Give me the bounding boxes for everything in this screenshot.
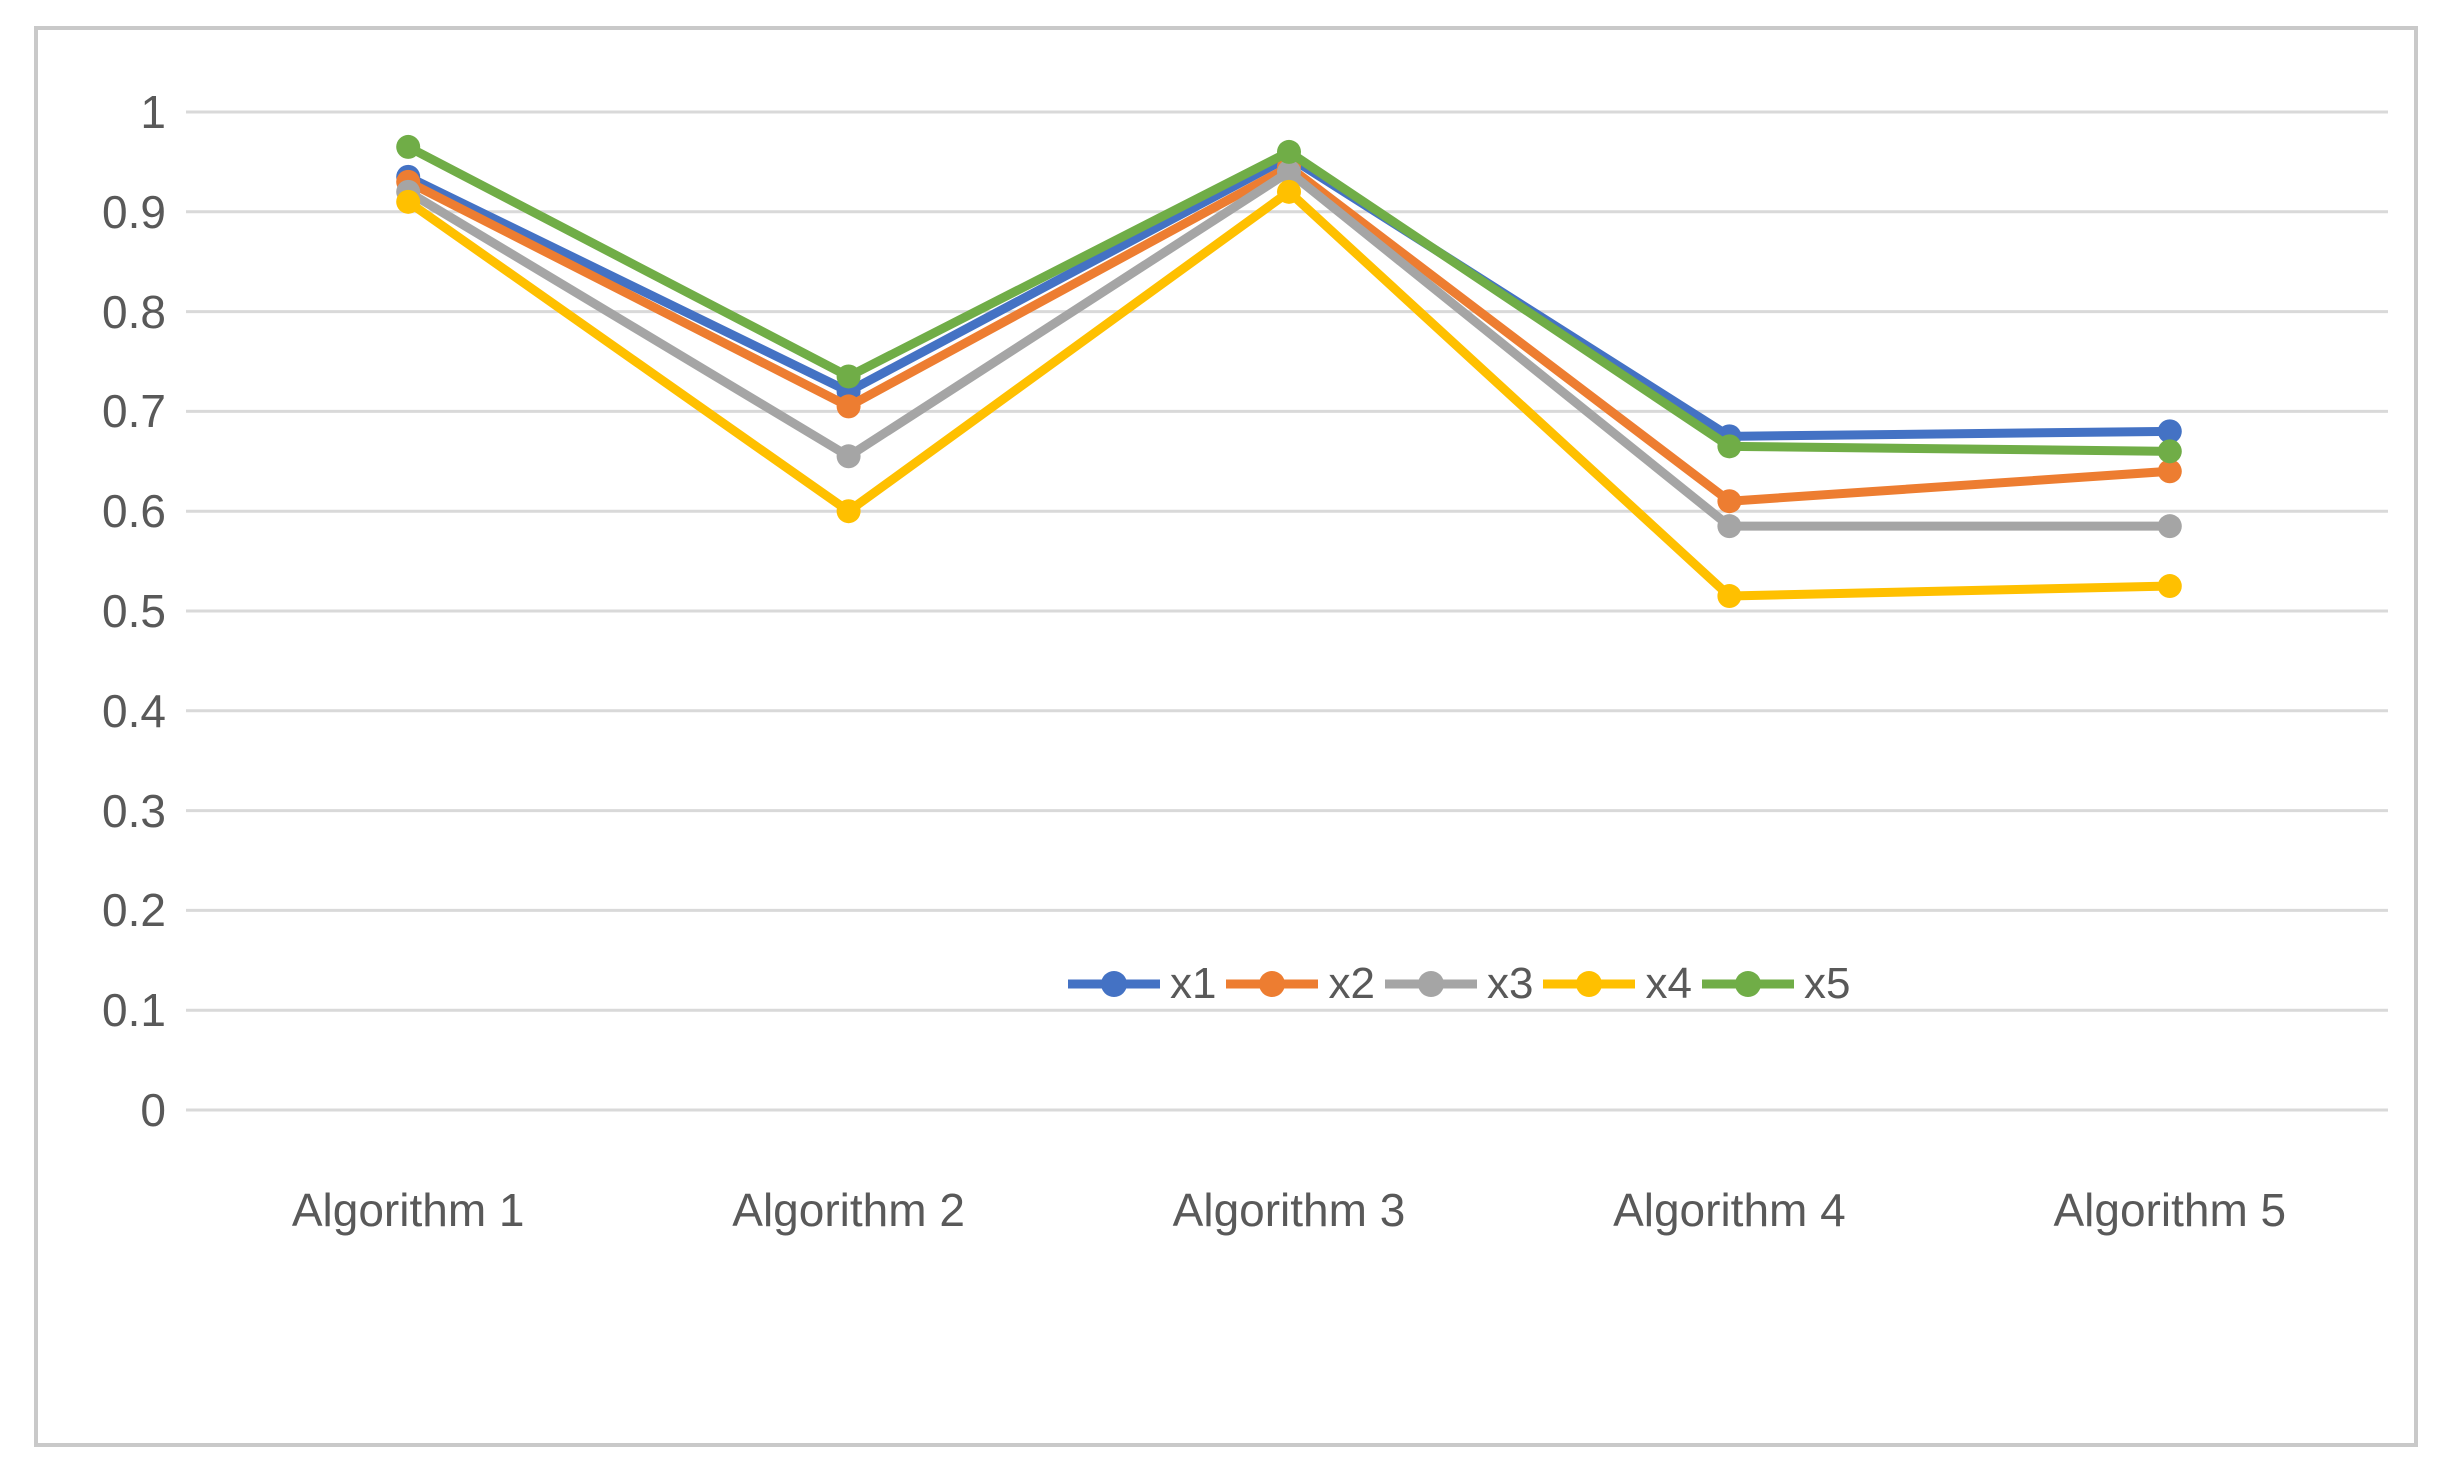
series-marker-x4 <box>1277 179 1301 204</box>
y-tick-label: 0 <box>140 1084 166 1136</box>
y-tick-label: 0.3 <box>102 784 166 837</box>
series-marker-x3 <box>1717 514 1742 539</box>
series-marker-x1 <box>2157 419 2182 444</box>
chart-outer-border <box>34 26 2418 1447</box>
legend-item-x5: x5 <box>1701 959 1851 1008</box>
series-marker-x3 <box>2157 514 2182 539</box>
y-tick-label: 1 <box>140 86 166 138</box>
legend-label: x4 <box>1645 959 1692 1008</box>
series-marker-x2 <box>2157 459 2182 484</box>
series-marker-x4 <box>396 189 421 214</box>
legend: x1 x2 x3 x4 x5 <box>1068 956 1850 1012</box>
legend-label: x3 <box>1486 959 1534 1008</box>
series-marker-x4 <box>836 499 861 524</box>
y-tick-label: 0.4 <box>102 684 166 737</box>
legend-item-x3: x3 <box>1384 959 1534 1008</box>
x-category-label: Algorithm 2 <box>732 1184 965 1236</box>
legend-label: x2 <box>1328 959 1375 1008</box>
legend-item-x2: x2 <box>1226 959 1375 1008</box>
series-line-x3 <box>403 167 2175 531</box>
series-marker-x3 <box>1277 159 1301 184</box>
legend-line-marker-icon <box>1384 971 1477 997</box>
series-marker-x5 <box>396 134 421 159</box>
y-tick-label: 0.6 <box>102 485 166 538</box>
series-marker-x2 <box>1717 489 1742 514</box>
legend-line-marker-icon <box>1226 971 1319 997</box>
y-tick-label: 0.9 <box>102 185 166 238</box>
x-category-label: Algorithm 4 <box>1613 1184 1846 1236</box>
series-line-x4 <box>403 187 2175 601</box>
legend-line-marker-icon <box>1068 971 1160 997</box>
series-marker-x5 <box>1717 434 1742 459</box>
series-marker-x4 <box>2157 574 2182 599</box>
y-tick-label: 0.8 <box>102 285 166 338</box>
series-lines <box>396 134 2182 609</box>
legend-line-marker-icon <box>1543 971 1636 997</box>
series-marker-x4 <box>1717 584 1742 609</box>
y-tick-label: 0.5 <box>102 585 166 637</box>
legend-label: x1 <box>1170 959 1217 1008</box>
x-category-label: Algorithm 3 <box>1172 1184 1406 1236</box>
x-category-label: Algorithm 1 <box>291 1184 525 1236</box>
legend-item-x4: x4 <box>1543 959 1692 1008</box>
y-tick-label: 0.1 <box>102 984 166 1037</box>
legend-item-x1: x1 <box>1068 962 1216 1006</box>
legend-line-marker-icon <box>1701 971 1794 997</box>
series-marker-x5 <box>1277 139 1301 164</box>
series-marker-x2 <box>836 394 861 419</box>
y-tick-label: 0.7 <box>102 385 166 438</box>
series-marker-x3 <box>836 444 861 469</box>
series-marker-x5 <box>2157 439 2182 464</box>
series-marker-x5 <box>836 364 861 389</box>
y-tick-label: 0.2 <box>102 884 166 937</box>
legend-label: x5 <box>1803 959 1851 1008</box>
gridlines <box>186 110 2388 1112</box>
x-category-label: Algorithm 5 <box>2053 1184 2287 1236</box>
